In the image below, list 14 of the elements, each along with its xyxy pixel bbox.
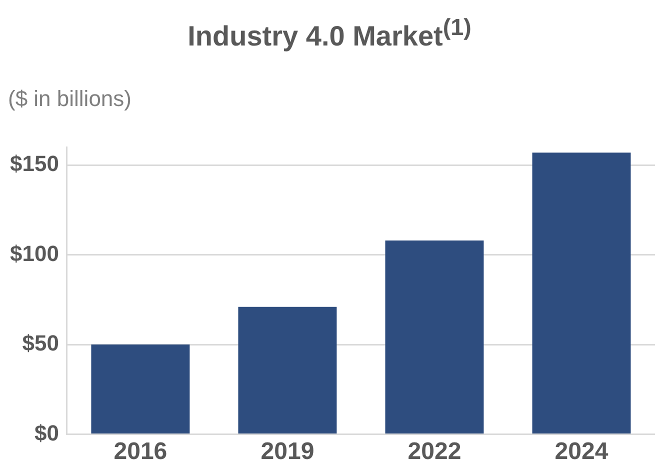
y-tick-label: $100	[10, 240, 59, 266]
bar	[238, 306, 337, 434]
y-tick-label: $150	[10, 151, 59, 176]
y-tick-label: $50	[22, 330, 59, 356]
x-tick-label: 2016	[114, 438, 168, 466]
x-tick-label: 2022	[408, 438, 462, 466]
y-axis-title: ($ in billions)	[8, 86, 132, 112]
x-tick-label: 2024	[554, 438, 609, 466]
bar	[532, 152, 631, 434]
x-tick-label: 2019	[260, 438, 314, 466]
chart-title: Industry 4.0 Market$^{(1)}$	[186, 14, 472, 52]
bar	[91, 344, 190, 434]
y-tick-label: $0	[34, 420, 59, 446]
bar	[385, 240, 484, 434]
